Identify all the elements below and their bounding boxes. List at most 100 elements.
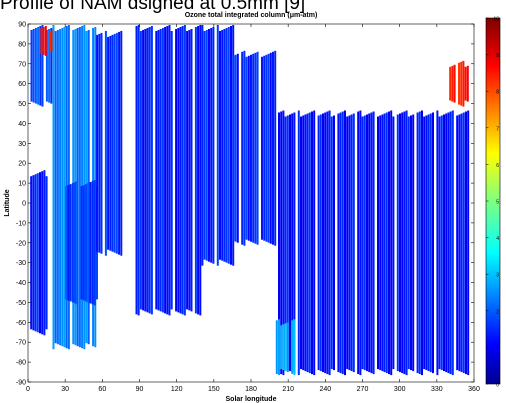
swath-strip xyxy=(74,182,76,304)
swath-strip xyxy=(282,324,285,370)
swath-strip xyxy=(155,31,158,310)
swath-strip xyxy=(311,111,313,375)
colorbar-tick-label: 5 xyxy=(496,200,499,206)
swath-strip xyxy=(34,28,37,104)
swath-strip xyxy=(366,114,368,372)
swath-strip xyxy=(44,26,47,56)
swath-strip xyxy=(61,28,64,347)
swath-strip xyxy=(403,111,406,375)
swath-strip xyxy=(407,116,410,370)
coverage-region xyxy=(135,25,202,316)
swath-strip xyxy=(203,31,206,260)
swath-strip xyxy=(186,31,189,310)
coverage-region xyxy=(96,30,123,256)
swath-strip xyxy=(243,50,246,246)
swath-strip xyxy=(445,113,448,373)
swath-strip xyxy=(254,52,257,244)
swath-strip xyxy=(291,113,294,373)
swath-strip xyxy=(69,184,72,302)
swath-strip xyxy=(313,110,316,376)
swath-strip xyxy=(278,319,280,375)
swath-strip xyxy=(286,115,289,371)
x-tick-label: 330 xyxy=(431,386,443,393)
y-tick-label: -40 xyxy=(16,280,26,287)
swath-strip xyxy=(221,30,224,261)
swath-strip xyxy=(381,114,384,372)
swath-strip xyxy=(45,30,48,102)
swath-strip xyxy=(205,30,208,261)
swath-strip xyxy=(438,116,441,370)
swath-strip xyxy=(87,183,90,303)
swath-strip xyxy=(148,27,151,314)
swath-strip xyxy=(401,112,404,374)
swath-strip xyxy=(449,66,452,101)
swath-strip xyxy=(293,319,296,375)
swath-strip xyxy=(216,25,219,266)
y-tick-label: 40 xyxy=(18,121,26,128)
swath-strip xyxy=(85,184,87,302)
figure-caption: Profile of NAM dsigned at 0.5mm [9] xyxy=(0,0,306,14)
swath-strip xyxy=(412,114,415,372)
y-tick-label: 0 xyxy=(22,201,26,208)
swath-strip xyxy=(40,28,43,54)
swath-strip xyxy=(418,111,421,375)
swath-strip xyxy=(227,27,230,264)
swath-strip xyxy=(50,28,53,104)
swath-strip xyxy=(443,114,445,372)
swath-strip xyxy=(456,115,459,371)
swath-strip xyxy=(326,111,329,375)
swath-strip xyxy=(449,111,452,375)
swath-strip xyxy=(39,172,41,334)
swath-strip xyxy=(49,31,52,51)
swath-strip xyxy=(328,110,331,376)
y-axis-label: Latitude xyxy=(4,189,11,216)
swath-strip xyxy=(451,65,454,102)
swath-strip xyxy=(120,30,123,256)
swath-strip xyxy=(194,27,197,314)
colorbar-tick-label: 0 xyxy=(496,383,499,389)
swath-strip xyxy=(144,29,147,312)
y-tick-label: 60 xyxy=(18,81,26,88)
x-tick-label: 270 xyxy=(357,386,369,393)
swath-strip xyxy=(423,116,426,370)
swath-strip xyxy=(212,27,215,264)
y-tick-label: -10 xyxy=(16,220,26,227)
swath-strip xyxy=(111,34,114,252)
swath-strip xyxy=(175,29,178,312)
swath-strip xyxy=(45,176,48,330)
y-tick-label: 50 xyxy=(18,101,26,108)
swath-strip xyxy=(372,111,375,375)
swath-strip xyxy=(30,176,33,330)
swath-strip xyxy=(179,27,182,314)
swath-strip xyxy=(293,112,296,374)
swath-strip xyxy=(32,29,35,103)
swath-strip xyxy=(465,111,467,375)
swath-strip xyxy=(252,53,255,243)
swath-strip xyxy=(304,114,307,372)
swath-strip xyxy=(344,110,346,376)
swath-strip xyxy=(385,112,388,374)
swath-strip xyxy=(52,25,55,350)
swath-strip xyxy=(388,111,390,375)
swath-strip xyxy=(392,116,395,370)
swath-strip xyxy=(241,51,244,245)
swath-strip xyxy=(157,30,160,311)
colorbar-tick-label: 7 xyxy=(496,126,499,132)
swath-strip xyxy=(339,112,342,374)
swath-strip xyxy=(319,114,322,372)
swath-strip xyxy=(118,31,121,255)
swath-strip xyxy=(370,112,373,374)
swath-strip xyxy=(42,27,45,55)
swath-strip xyxy=(201,25,204,266)
coverage-region xyxy=(201,25,235,266)
swath-strip xyxy=(170,31,173,310)
swath-strip xyxy=(78,27,81,348)
y-tick-label: 70 xyxy=(18,61,26,68)
coverage-region xyxy=(278,110,470,376)
swath-strip xyxy=(405,110,408,376)
swath-strip xyxy=(232,55,235,241)
colorbar-tick-label: 3 xyxy=(496,273,499,279)
swath-strip xyxy=(341,111,344,375)
swath-strip xyxy=(139,31,142,310)
